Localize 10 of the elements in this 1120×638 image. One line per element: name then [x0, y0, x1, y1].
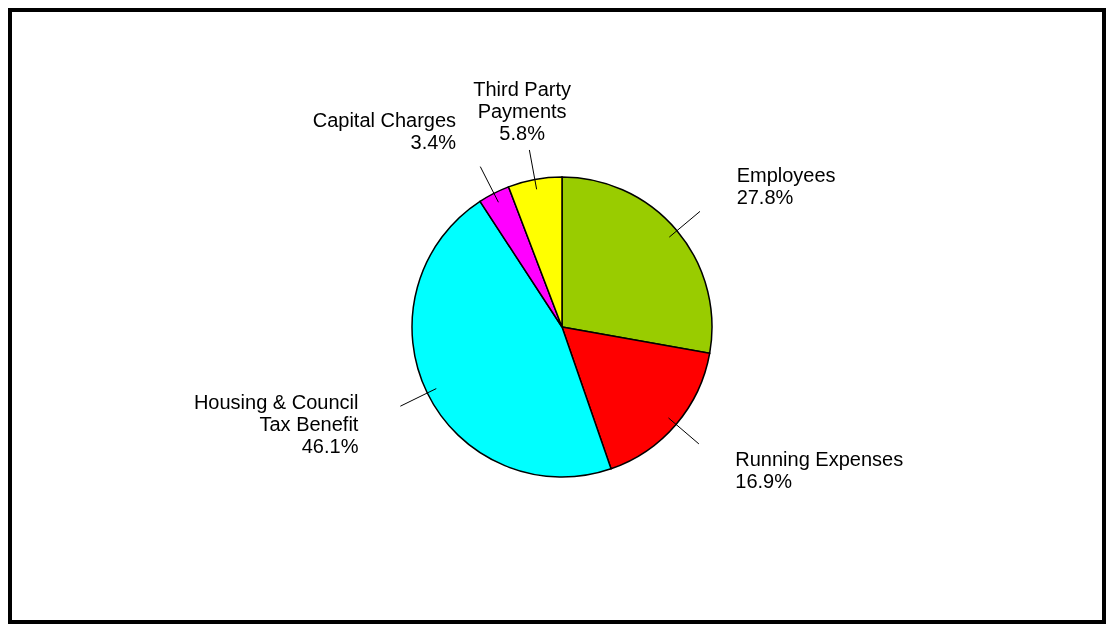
slice-label: Capital Charges: [312, 108, 457, 131]
data-label: 16.9%: [735, 469, 793, 492]
data-label: 3.4%: [410, 130, 457, 153]
slice-label: Running Expenses: [735, 447, 904, 470]
slice-label: Third Party Payments: [473, 77, 572, 122]
data-label: 27.8%: [736, 185, 794, 208]
slice-label: Employees: [736, 163, 836, 186]
data-label: 46.1%: [301, 434, 359, 457]
legend-label: Housing & Council Tax Benefit: [193, 390, 359, 435]
data-label: 5.8%: [499, 121, 546, 144]
